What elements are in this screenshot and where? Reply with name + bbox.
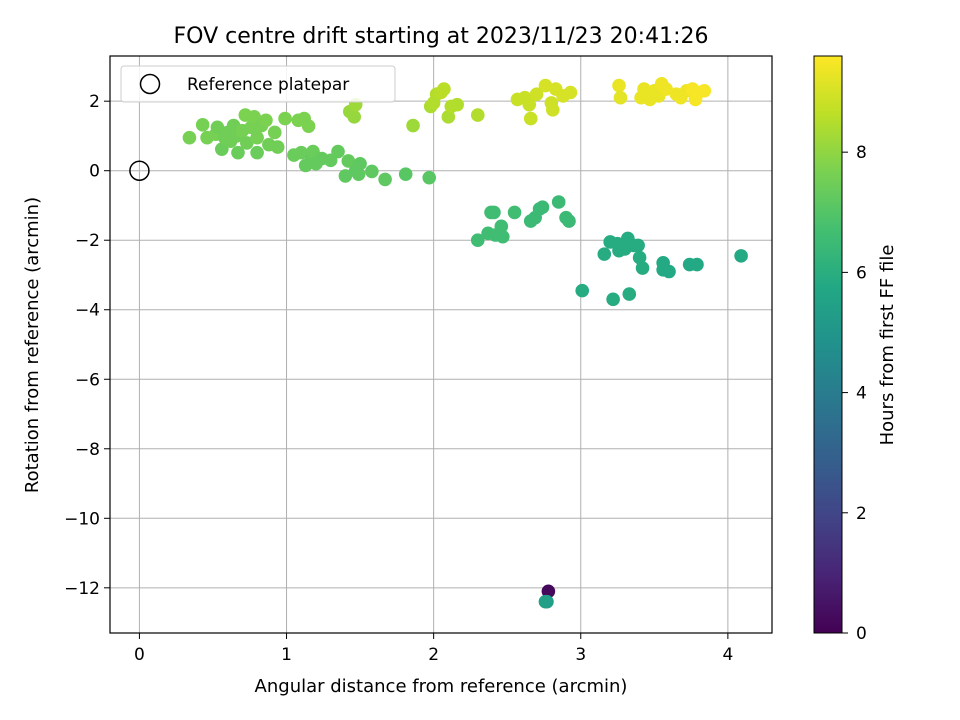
data-point — [450, 97, 464, 112]
data-point — [301, 119, 316, 134]
data-point — [353, 156, 367, 171]
data-point — [437, 82, 451, 96]
data-point — [244, 120, 259, 135]
data-point — [535, 200, 550, 215]
data-point — [278, 111, 292, 126]
data-point — [613, 90, 628, 105]
data-point — [182, 130, 197, 145]
y-tick-label: 0 — [89, 162, 100, 182]
data-point — [522, 97, 537, 112]
data-point — [338, 169, 353, 183]
colorbar: 0 2 4 6 8 Hours from first FF file — [813, 55, 898, 644]
data-point — [487, 205, 501, 220]
data-point — [267, 125, 282, 140]
colorbar-tick-label: 4 — [856, 384, 867, 404]
data-point — [523, 111, 538, 126]
y-axis-label: Rotation from reference (arcmin) — [22, 197, 43, 493]
data-point — [538, 78, 553, 93]
data-point — [240, 136, 254, 150]
data-point — [294, 145, 309, 160]
data-point — [622, 287, 637, 301]
data-point — [250, 130, 264, 145]
x-tick-label: 4 — [722, 645, 733, 665]
data-point — [494, 219, 509, 234]
data-point — [631, 238, 645, 253]
y-tick-label: −8 — [75, 440, 100, 460]
legend: Reference platepar — [120, 65, 396, 103]
colorbar-tick-label: 6 — [856, 263, 867, 283]
data-point — [659, 82, 673, 96]
data-point — [563, 85, 578, 100]
x-axis-label: Angular distance from reference (arcmin) — [255, 676, 628, 697]
data-points — [182, 77, 748, 609]
data-point — [529, 87, 544, 102]
data-point — [597, 247, 612, 261]
y-axis-ticks: 2 0 −2 −4 −6 −8 −10 −12 — [64, 92, 110, 599]
data-point — [551, 195, 566, 209]
x-tick-label: 1 — [281, 645, 292, 665]
reference-marker — [129, 160, 150, 181]
data-point — [215, 142, 229, 156]
data-point — [195, 118, 210, 132]
y-tick-label: −10 — [64, 509, 100, 529]
colorbar-ticks: 0 2 4 6 8 — [842, 143, 867, 644]
data-point — [612, 78, 626, 93]
data-point — [210, 120, 225, 135]
colorbar-tick-label: 8 — [856, 143, 867, 163]
data-point — [538, 594, 553, 609]
data-point — [231, 145, 245, 160]
colorbar-tick-label: 2 — [856, 504, 867, 524]
data-point — [351, 167, 366, 181]
x-tick-label: 3 — [575, 645, 586, 665]
y-tick-label: −4 — [75, 301, 100, 321]
x-tick-label: 0 — [134, 645, 145, 665]
data-point — [365, 164, 379, 179]
data-point — [259, 113, 273, 128]
x-axis-ticks: 0 1 2 3 4 — [134, 633, 733, 665]
data-point — [606, 292, 620, 307]
colorbar-gradient — [813, 55, 843, 634]
data-point — [507, 205, 522, 220]
data-point — [495, 229, 510, 244]
data-point — [441, 110, 456, 124]
chart-title: FOV centre drift starting at 2023/11/23 … — [174, 24, 709, 49]
data-point — [546, 103, 560, 117]
data-point — [690, 257, 704, 272]
data-point — [734, 249, 748, 263]
data-point — [662, 264, 676, 279]
legend-box — [120, 65, 396, 103]
x-tick-label: 2 — [428, 645, 439, 665]
data-point — [541, 584, 556, 599]
data-point — [398, 167, 413, 181]
plot-frame — [109, 55, 773, 634]
data-point — [341, 154, 356, 168]
colorbar-label: Hours from first FF file — [877, 245, 898, 446]
data-point — [575, 283, 590, 298]
data-point — [470, 108, 485, 122]
data-point — [347, 110, 362, 124]
legend-label: Reference platepar — [187, 75, 349, 95]
y-tick-label: 2 — [89, 92, 100, 112]
y-tick-label: −6 — [75, 370, 100, 390]
data-point — [406, 118, 420, 133]
data-point — [632, 250, 647, 265]
data-point — [562, 214, 576, 228]
data-point — [697, 83, 712, 98]
colorbar-tick-label: 0 — [856, 624, 867, 644]
reference-point-marker — [129, 160, 150, 181]
data-point — [270, 140, 285, 154]
legend-reference-marker — [139, 73, 161, 95]
data-point — [470, 233, 485, 248]
data-point — [635, 261, 650, 275]
y-tick-label: −12 — [64, 579, 100, 599]
data-point — [331, 144, 345, 159]
data-point — [378, 172, 392, 187]
data-point — [422, 170, 437, 185]
data-point — [250, 145, 264, 160]
y-tick-label: −2 — [75, 231, 100, 251]
